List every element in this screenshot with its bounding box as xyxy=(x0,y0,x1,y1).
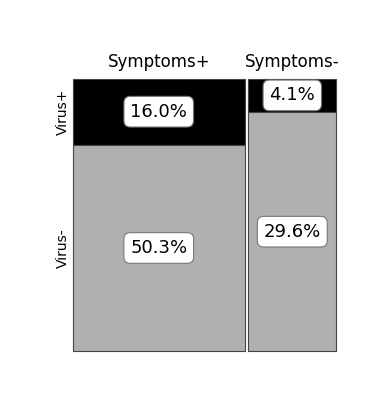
Text: Symptoms-: Symptoms- xyxy=(245,53,340,71)
Bar xyxy=(249,79,336,112)
Text: 4.1%: 4.1% xyxy=(269,86,315,104)
Bar xyxy=(73,79,245,144)
Bar xyxy=(249,112,336,351)
Text: 50.3%: 50.3% xyxy=(130,239,187,257)
Text: Virus+: Virus+ xyxy=(55,88,70,135)
Bar xyxy=(73,144,245,351)
Text: 16.0%: 16.0% xyxy=(130,103,187,121)
Text: Virus-: Virus- xyxy=(55,228,70,268)
Text: 29.6%: 29.6% xyxy=(264,223,321,241)
Text: Symptoms+: Symptoms+ xyxy=(108,53,210,71)
